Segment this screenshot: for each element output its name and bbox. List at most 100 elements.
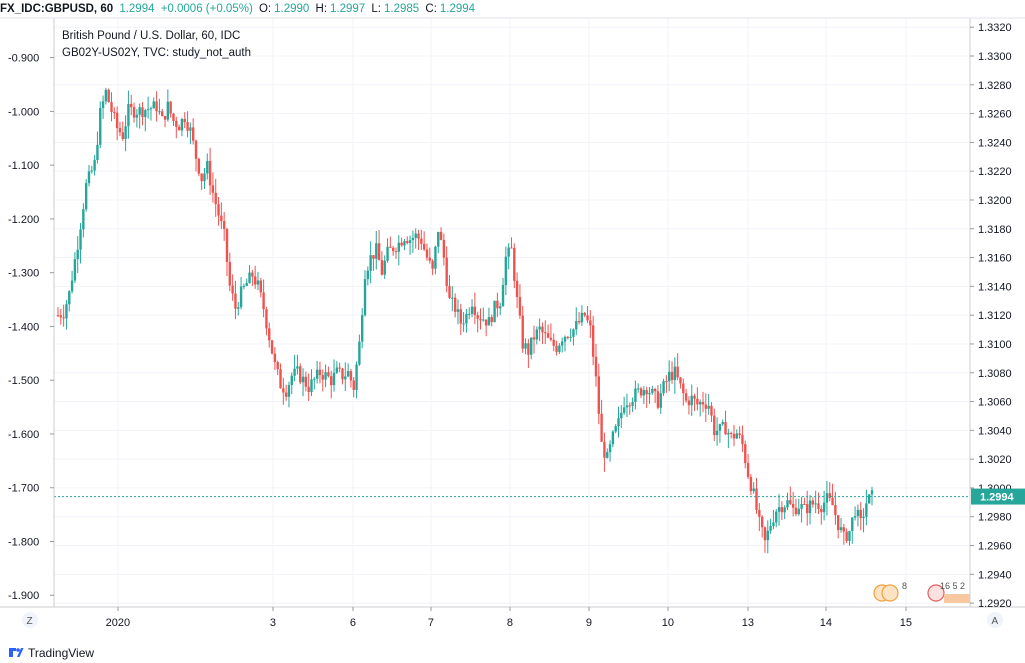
right-price-axis[interactable]: 1.3320 1.3300 1.3280 1.3260 1.3240 1.3220 1.32…: [970, 22, 1012, 610]
candle-body: [352, 380, 355, 390]
candle-body: [738, 433, 741, 436]
candle-body: [752, 488, 755, 492]
candle-body: [851, 517, 854, 531]
candle-body: [732, 433, 736, 439]
candle-body: [425, 249, 429, 258]
candle-body: [70, 280, 74, 292]
candle-body: [822, 502, 826, 513]
candle-body: [93, 160, 96, 171]
tradingview-brand[interactable]: TradingView: [28, 646, 95, 660]
candle-body: [293, 368, 296, 376]
candle-body: [806, 504, 809, 514]
candle-body: [820, 508, 823, 513]
candle-body: [637, 388, 640, 390]
candle-body: [834, 505, 837, 516]
zoom-button[interactable]: Z: [22, 612, 38, 628]
candle-body: [651, 388, 654, 393]
candle-body: [515, 280, 519, 298]
candle-body: [186, 122, 189, 131]
candle-body: [434, 246, 437, 269]
candle-body: [617, 418, 620, 427]
candle-body: [825, 493, 829, 503]
candle-body: [321, 375, 324, 380]
candle-body: [180, 119, 184, 131]
candle-body: [234, 293, 237, 309]
candle-body: [242, 285, 246, 287]
candle-body: [313, 378, 316, 380]
candle-body: [501, 285, 505, 307]
event-marker-b[interactable]: 16 5 2: [927, 581, 970, 603]
candle-body: [273, 353, 277, 363]
candle-body: [527, 343, 530, 355]
candle-body: [225, 228, 229, 263]
candle-body: [330, 376, 333, 386]
candle-body: [442, 239, 446, 258]
candle-body: [268, 328, 271, 341]
candle-body: [679, 377, 682, 384]
candle-body: [465, 313, 468, 324]
candle-body: [803, 503, 806, 505]
candle-body: [687, 400, 691, 406]
candle-body: [383, 260, 386, 275]
candle-body: [462, 323, 465, 325]
candle-body: [307, 386, 310, 393]
left-tick-label: -1.300: [8, 268, 39, 280]
candle-body: [701, 402, 705, 405]
candle-body: [332, 372, 336, 386]
candle-body: [532, 337, 536, 340]
candle-body: [315, 369, 319, 379]
candle-body: [625, 405, 629, 408]
candle-body: [220, 215, 223, 222]
candle-body: [698, 402, 702, 405]
candle-body: [670, 371, 674, 380]
candle-body: [586, 315, 589, 321]
candle-body: [253, 276, 257, 285]
candle-body: [566, 336, 570, 338]
candle-body: [642, 390, 646, 396]
candle-body: [513, 247, 516, 281]
candle-body: [104, 89, 108, 102]
auto-scale-button[interactable]: A: [987, 612, 1003, 628]
candle-body: [473, 306, 477, 316]
candle-body: [645, 390, 648, 395]
symbol-name[interactable]: FX_IDC:GBPUSD, 60: [0, 3, 114, 15]
time-axis[interactable]: 2020 3 6 7 8 9 10 13 14 15: [106, 607, 912, 629]
price-box-text: 1.2994: [980, 492, 1015, 504]
candle-body: [62, 317, 65, 319]
candle-body: [208, 161, 212, 186]
candle-body: [304, 376, 308, 387]
candle-body: [493, 300, 496, 323]
event-marker-a[interactable]: 8: [873, 581, 907, 602]
candle-body: [713, 415, 716, 436]
candle-body: [287, 385, 291, 397]
candle-body: [817, 503, 820, 509]
candle-body: [132, 107, 136, 118]
high-value: 1.2997: [330, 3, 366, 15]
candle-body: [422, 243, 426, 250]
candle-body: [79, 229, 82, 250]
candle-body: [149, 108, 153, 110]
candle-body: [166, 101, 170, 120]
candle-body: [814, 503, 817, 505]
candle-body: [445, 257, 448, 287]
left-tick-label: -1.600: [8, 429, 39, 441]
candle-body: [589, 320, 592, 326]
candle-body: [431, 260, 434, 269]
candle-body: [355, 364, 358, 390]
candle-body: [68, 291, 71, 305]
price-chart[interactable]: 1.3320 1.3300 1.3280 1.3260 1.3240 1.3220 1.32…: [0, 0, 1025, 641]
legend-study-series[interactable]: GB02Y-US02Y, TVC: study_not_auth: [62, 47, 252, 59]
candle-body: [800, 503, 803, 509]
left-yield-axis[interactable]: -0.900 -1.000 -1.100 -1.200 -1.300 -1.400 -1.5…: [8, 53, 54, 603]
candle-body: [648, 392, 651, 395]
candle-body: [177, 126, 181, 131]
candle-body: [496, 300, 499, 309]
tradingview-logo-icon[interactable]: [8, 646, 24, 658]
candle-body: [169, 101, 172, 114]
candle-body: [76, 249, 79, 260]
candle-body: [862, 516, 865, 519]
candle-body: [141, 107, 144, 118]
candle-body: [760, 516, 764, 528]
price-change: +0.0006 (+0.05%): [160, 3, 253, 15]
legend-main-series[interactable]: British Pound / U.S. Dollar, 60, IDC: [62, 30, 241, 42]
